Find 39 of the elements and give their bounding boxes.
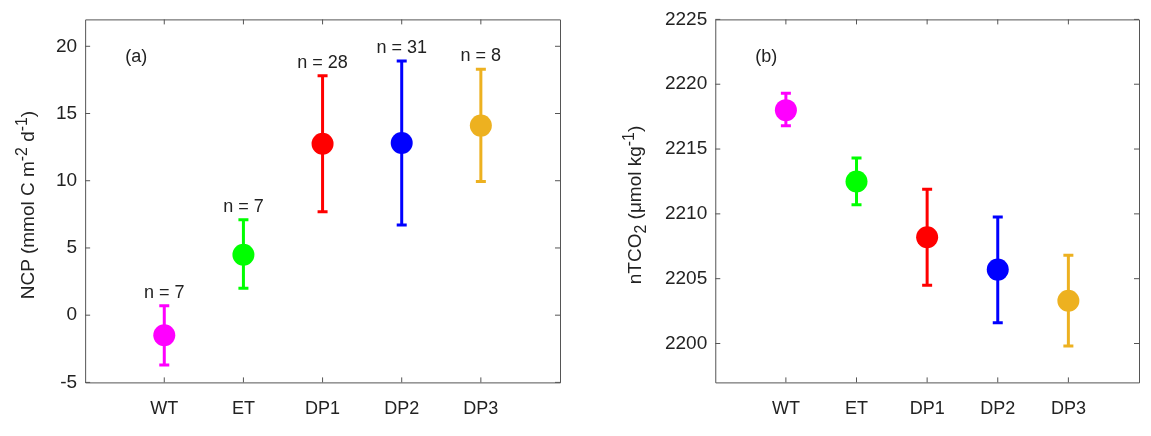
y-tick-label: 2225 <box>664 7 708 29</box>
point <box>153 324 176 347</box>
point <box>390 132 413 155</box>
x-tick-label: ET <box>845 398 869 419</box>
y-tick-label: -5 <box>60 370 78 392</box>
y-tick-label: 2220 <box>664 72 708 94</box>
annotation: n = 8 <box>460 45 502 66</box>
x-tick-label: DP3 <box>463 398 499 419</box>
y-tick-label: 5 <box>66 236 78 258</box>
point <box>232 243 255 266</box>
y-tick-label: 2215 <box>664 137 708 159</box>
y-tick-label: 2210 <box>664 202 708 224</box>
y-tick-label: 10 <box>55 168 78 190</box>
point <box>916 226 939 249</box>
annotation: (b) <box>755 46 778 67</box>
point <box>469 114 492 137</box>
point <box>845 170 868 193</box>
annotation: n = 7 <box>223 195 264 216</box>
point <box>1057 289 1080 312</box>
x-tick-label: DP2 <box>980 398 1016 419</box>
x-tick-label: ET <box>231 398 255 419</box>
y-tick-label: 20 <box>55 34 78 56</box>
x-tick-label: DP2 <box>384 398 420 419</box>
point <box>774 99 797 122</box>
y-tick-label: 15 <box>55 101 78 123</box>
x-tick-label: DP1 <box>305 398 341 419</box>
y-tick-label: 2200 <box>664 331 708 353</box>
x-tick-label: WT <box>771 398 800 419</box>
y-tick-label: 0 <box>66 303 78 325</box>
y-tick-label: 2205 <box>664 266 708 288</box>
point <box>311 132 334 155</box>
annotation: n = 7 <box>144 281 185 302</box>
annotation: n = 28 <box>297 51 348 72</box>
x-tick-label: DP1 <box>909 398 945 419</box>
x-tick-label: DP3 <box>1050 398 1086 419</box>
annotation: (a) <box>125 46 148 67</box>
point <box>986 258 1009 281</box>
x-tick-label: WT <box>150 398 179 419</box>
annotation: n = 31 <box>376 37 427 58</box>
